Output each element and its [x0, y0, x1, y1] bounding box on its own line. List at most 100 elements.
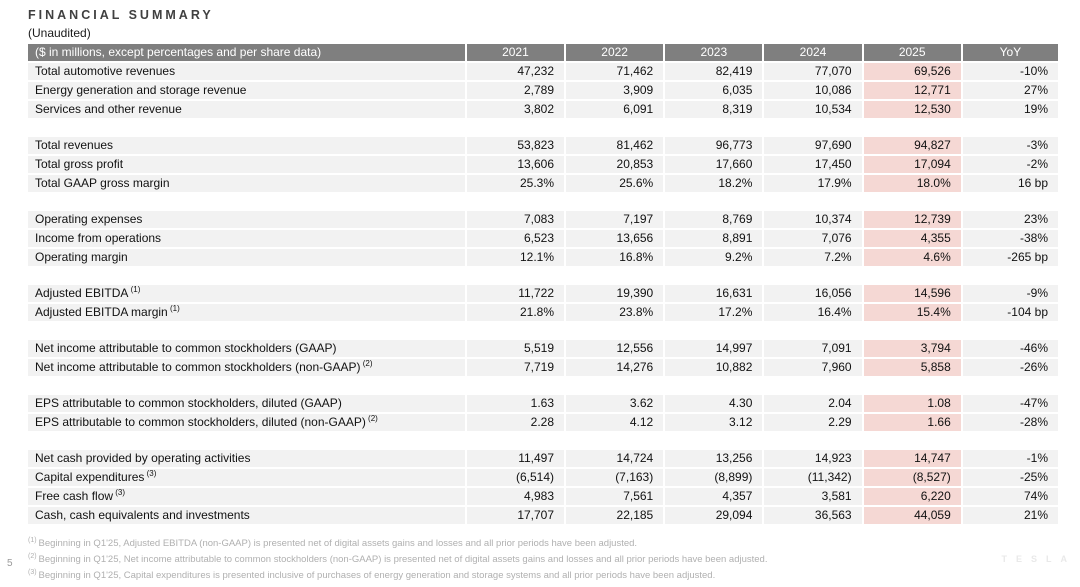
row-label: Net income attributable to common stockh…: [28, 340, 465, 357]
row-label: Total gross profit: [28, 156, 465, 173]
value-2021: 11,497: [466, 450, 565, 467]
yoy-value: -104 bp: [962, 304, 1058, 321]
value-2023: 16,631: [665, 285, 763, 302]
value-2022: 12,556: [566, 340, 664, 357]
yoy-value: -265 bp: [962, 249, 1058, 266]
table-row: Capital expenditures (3) (6,514) (7,163) (8…: [28, 469, 1058, 486]
row-label: Adjusted EBITDA (1): [28, 285, 465, 302]
footnote-marker: (3): [28, 569, 39, 577]
table-row: Operating expenses 7,083 7,197 8,769 10,374 1…: [28, 211, 1058, 228]
value-2022: 7,197: [566, 211, 664, 228]
spacer-row: [28, 268, 1058, 283]
value-2024: 17,450: [764, 156, 862, 173]
footnote-marker: (3): [144, 469, 157, 478]
yoy-value: -10%: [962, 63, 1058, 80]
value-2024: 17.9%: [764, 175, 862, 192]
spacer-cell: [28, 120, 1058, 135]
value-2023: 8,319: [665, 101, 763, 118]
spacer-cell: [28, 194, 1058, 209]
value-2022: 13,656: [566, 230, 664, 247]
yoy-value: 74%: [962, 488, 1058, 505]
page-title: FINANCIAL SUMMARY: [28, 8, 214, 22]
value-2024: 7,076: [764, 230, 862, 247]
value-2022: 22,185: [566, 507, 664, 524]
header-year-2021: 2021: [466, 44, 565, 61]
value-2022: 3,909: [566, 82, 664, 99]
value-2022: 7,561: [566, 488, 664, 505]
yoy-value: -9%: [962, 285, 1058, 302]
yoy-value: 16 bp: [962, 175, 1058, 192]
value-2021: 21.8%: [466, 304, 565, 321]
value-2021: 12.1%: [466, 249, 565, 266]
value-2021: 3,802: [466, 101, 565, 118]
value-2024: 7,960: [764, 359, 862, 376]
header-yoy: YoY: [962, 44, 1058, 61]
footnote: (1) Beginning in Q1'25, Adjusted EBITDA …: [28, 537, 638, 550]
value-2025: 4,355: [863, 230, 961, 247]
yoy-value: -28%: [962, 414, 1058, 431]
value-2022: 25.6%: [566, 175, 664, 192]
yoy-value: -26%: [962, 359, 1058, 376]
value-2024: 7,091: [764, 340, 862, 357]
value-2022: 81,462: [566, 137, 664, 154]
row-label: Total automotive revenues: [28, 63, 465, 80]
table-row: Free cash flow (3) 4,983 7,561 4,357 3,581 6,…: [28, 488, 1058, 505]
value-2021: (6,514): [466, 469, 565, 486]
row-label: Net income attributable to common stockh…: [28, 359, 465, 376]
financial-summary-table: ($ in millions, except percentages and p…: [26, 42, 1060, 526]
value-2021: 47,232: [466, 63, 565, 80]
row-label: Total GAAP gross margin: [28, 175, 465, 192]
table-row: Net income attributable to common stockh…: [28, 340, 1058, 357]
footnote-marker: (2): [365, 414, 378, 423]
value-2021: 1.63: [466, 395, 565, 412]
row-label: Income from operations: [28, 230, 465, 247]
row-label: Operating expenses: [28, 211, 465, 228]
table-row: Adjusted EBITDA margin (1) 21.8% 23.8% 17.2…: [28, 304, 1058, 321]
value-2022: (7,163): [566, 469, 664, 486]
page-number: 5: [7, 558, 13, 569]
value-2022: 14,724: [566, 450, 664, 467]
value-2023: 17,660: [665, 156, 763, 173]
value-2021: 17,707: [466, 507, 565, 524]
footnote: (2) Beginning in Q1'25, Net income attri…: [28, 553, 768, 566]
row-label: Services and other revenue: [28, 101, 465, 118]
row-label: Free cash flow (3): [28, 488, 465, 505]
value-2025: 12,771: [863, 82, 961, 99]
value-2025: (8,527): [863, 469, 961, 486]
value-2024: 7.2%: [764, 249, 862, 266]
table-row: Energy generation and storage revenue 2,7…: [28, 82, 1058, 99]
row-label: Cash, cash equivalents and investments: [28, 507, 465, 524]
value-2023: 18.2%: [665, 175, 763, 192]
value-2024: 2.04: [764, 395, 862, 412]
yoy-value: -1%: [962, 450, 1058, 467]
yoy-value: 23%: [962, 211, 1058, 228]
value-2025: 1.66: [863, 414, 961, 431]
table-row: Net cash provided by operating activitie…: [28, 450, 1058, 467]
value-2022: 20,853: [566, 156, 664, 173]
table-row: Total automotive revenues 47,232 71,462 82,…: [28, 63, 1058, 80]
value-2024: 14,923: [764, 450, 862, 467]
value-2021: 25.3%: [466, 175, 565, 192]
value-2025: 44,059: [863, 507, 961, 524]
value-2023: 96,773: [665, 137, 763, 154]
header-year-2023: 2023: [665, 44, 763, 61]
footnote-marker: (3): [113, 488, 126, 497]
spacer-row: [28, 378, 1058, 393]
value-2024: 3,581: [764, 488, 862, 505]
value-2024: 16.4%: [764, 304, 862, 321]
value-2021: 5,519: [466, 340, 565, 357]
value-2024: 36,563: [764, 507, 862, 524]
yoy-value: -47%: [962, 395, 1058, 412]
yoy-value: -38%: [962, 230, 1058, 247]
table-row: EPS attributable to common stockholders,…: [28, 414, 1058, 431]
value-2025: 14,596: [863, 285, 961, 302]
value-2025: 15.4%: [863, 304, 961, 321]
value-2022: 19,390: [566, 285, 664, 302]
value-2023: 10,882: [665, 359, 763, 376]
row-label: EPS attributable to common stockholders,…: [28, 395, 465, 412]
value-2025: 18.0%: [863, 175, 961, 192]
table-row: Adjusted EBITDA (1) 11,722 19,390 16,631 16,…: [28, 285, 1058, 302]
financial-table-body: Total automotive revenues 47,232 71,462 82,…: [28, 63, 1058, 524]
value-2021: 11,722: [466, 285, 565, 302]
